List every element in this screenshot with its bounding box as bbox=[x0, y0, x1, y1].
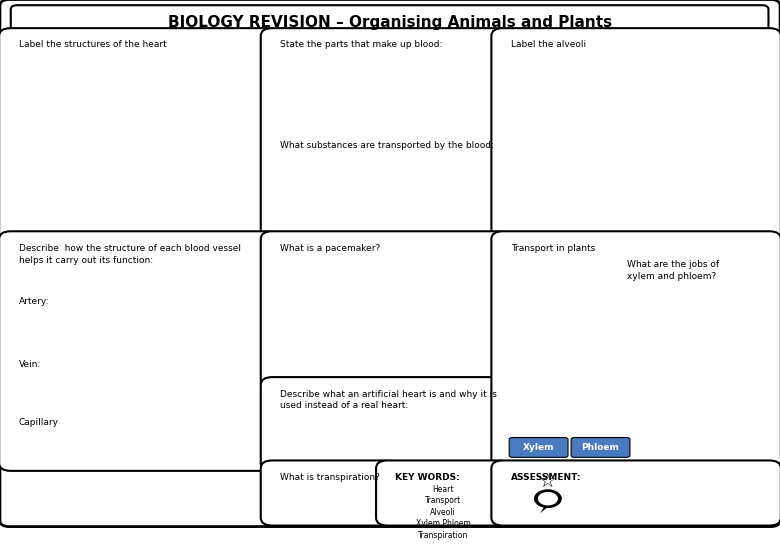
FancyBboxPatch shape bbox=[509, 438, 568, 457]
FancyBboxPatch shape bbox=[0, 28, 278, 242]
FancyBboxPatch shape bbox=[491, 461, 780, 526]
FancyBboxPatch shape bbox=[491, 231, 780, 471]
Text: What is transpiration?: What is transpiration? bbox=[280, 474, 380, 482]
Text: Heart
Transport
Alveoli
Xylem Phloem
Transpiration: Heart Transport Alveoli Xylem Phloem Tra… bbox=[416, 485, 470, 540]
Circle shape bbox=[534, 490, 562, 508]
Text: State the parts that make up blood:: State the parts that make up blood: bbox=[280, 40, 442, 49]
Text: Describe  how the structure of each blood vessel
helps it carry out its function: Describe how the structure of each blood… bbox=[19, 245, 240, 265]
Text: Capillary: Capillary bbox=[19, 418, 58, 427]
Text: Transport in plants: Transport in plants bbox=[511, 245, 595, 253]
Circle shape bbox=[538, 492, 558, 505]
Text: Label the alveoli: Label the alveoli bbox=[511, 40, 586, 49]
Text: Vein:: Vein: bbox=[19, 360, 41, 369]
Text: KEY WORDS:: KEY WORDS: bbox=[395, 474, 460, 482]
FancyBboxPatch shape bbox=[376, 461, 510, 526]
FancyBboxPatch shape bbox=[11, 5, 768, 40]
FancyBboxPatch shape bbox=[261, 377, 509, 471]
Text: ASSESSMENT:: ASSESSMENT: bbox=[511, 474, 581, 482]
FancyBboxPatch shape bbox=[261, 461, 395, 526]
Text: Label the structures of the heart: Label the structures of the heart bbox=[19, 40, 166, 49]
Text: Phloem: Phloem bbox=[582, 443, 619, 452]
FancyBboxPatch shape bbox=[571, 438, 630, 457]
FancyBboxPatch shape bbox=[261, 231, 509, 390]
Text: BIOLOGY REVISION – Organising Animals and Plants: BIOLOGY REVISION – Organising Animals an… bbox=[168, 15, 612, 31]
FancyBboxPatch shape bbox=[491, 28, 780, 242]
FancyBboxPatch shape bbox=[0, 231, 278, 471]
Text: What is a pacemaker?: What is a pacemaker? bbox=[280, 245, 381, 253]
Polygon shape bbox=[540, 505, 550, 513]
Text: Describe what an artificial heart is and why it is
used instead of a real heart:: Describe what an artificial heart is and… bbox=[280, 389, 497, 410]
Text: What are the jobs of
xylem and phloem?: What are the jobs of xylem and phloem? bbox=[627, 260, 719, 281]
Text: Artery:: Artery: bbox=[19, 298, 49, 306]
Text: What substances are transported by the blood:: What substances are transported by the b… bbox=[280, 141, 494, 150]
FancyBboxPatch shape bbox=[0, 0, 780, 527]
FancyBboxPatch shape bbox=[261, 28, 509, 242]
Text: Xylem: Xylem bbox=[523, 443, 555, 452]
Text: ☆: ☆ bbox=[539, 473, 557, 492]
